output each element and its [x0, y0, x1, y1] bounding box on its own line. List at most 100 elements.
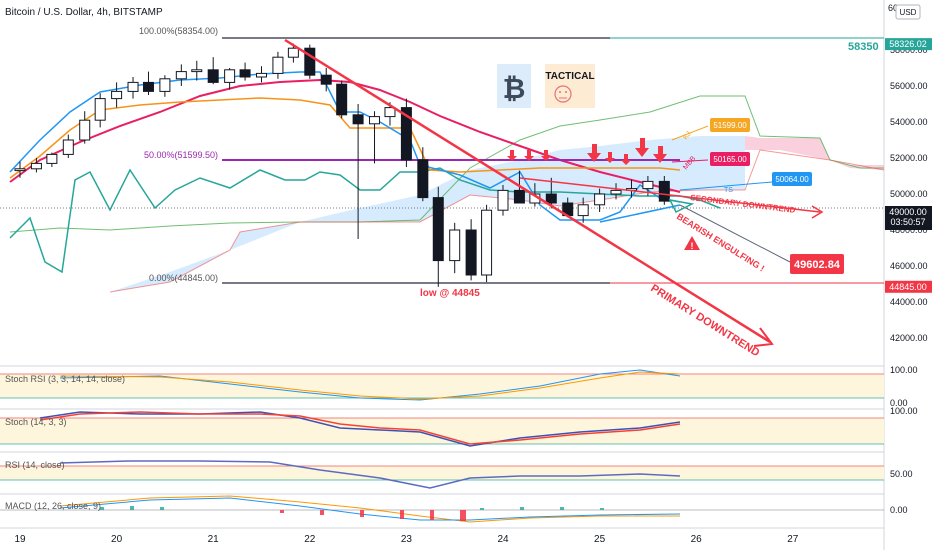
price-tick-label: 46000.00 — [890, 261, 928, 271]
stoch-tick-100: 100.00 — [890, 406, 918, 416]
candle — [142, 71, 154, 95]
time-tick-label: 26 — [691, 534, 703, 545]
engulfing-connector — [679, 204, 791, 263]
macd-tick-0: 0.00 — [890, 505, 908, 515]
candle — [352, 104, 364, 239]
price-tag-label: 49000.00 — [889, 207, 927, 217]
secondary-trend-line — [519, 177, 821, 213]
price-tick-label: 50000.00 — [890, 189, 928, 199]
candle — [577, 197, 589, 223]
rsi-pane: RSI (14, close) 50.00 — [5, 460, 913, 489]
fib-50-label: 50.00%(51599.50) — [144, 150, 218, 160]
warning-icon: ! — [684, 236, 700, 251]
candle — [658, 176, 670, 205]
candles — [14, 43, 670, 287]
rsi-tick-50: 50.00 — [890, 469, 913, 479]
candle — [465, 219, 477, 281]
candle — [272, 51, 284, 79]
low-label: low @ 44845 — [420, 288, 480, 299]
price-tick-label: 44000.00 — [890, 297, 928, 307]
time-axis: 19 20 21 22 23 24 25 26 27 — [14, 534, 798, 545]
candle — [94, 93, 106, 128]
tactical-label: TACTICAL — [545, 71, 594, 82]
time-tick-label: 20 — [111, 534, 123, 545]
candle — [239, 62, 251, 81]
stochrsi-label: Stoch RSI (3, 3, 14, 14, close) — [5, 374, 125, 384]
candle — [432, 186, 444, 287]
stoch-band — [0, 418, 884, 444]
fib-100-label: 100.00%(58354.00) — [139, 26, 218, 36]
candle — [545, 177, 557, 209]
candle — [481, 204, 493, 283]
price-tags: 58326.02 49000.00 44845.00 — [885, 38, 932, 293]
kijun-line — [9, 97, 681, 179]
fib-levels: 100.00%(58354.00) 50.00%(51599.50) 0.00%… — [0, 26, 884, 284]
time-tick-label: 23 — [401, 534, 413, 545]
candle — [417, 147, 429, 202]
indicator-lines — [9, 71, 721, 274]
price-tag: 49000.00 — [885, 206, 932, 230]
stochrsi-tick-100: 100.00 — [890, 365, 918, 375]
price-tag-label: 58326.02 — [889, 39, 927, 49]
callouts: 51599.00 50165.00 50064.00 49602.84 — [710, 118, 844, 274]
candle — [207, 57, 219, 85]
price-tag-label: 44845.00 — [889, 282, 927, 292]
currency-label: USD — [900, 8, 917, 17]
primary-trend-line — [284, 38, 771, 344]
callout-price: 49602.84 — [794, 259, 841, 271]
price-axis: 58000.0056000.0054000.0052000.0050000.00… — [890, 45, 928, 343]
fib-0-label: 0.00%(44845.00) — [149, 273, 218, 283]
stoch-pane: Stoch (14, 3, 3) 100.00 — [5, 406, 918, 447]
price-tick-label: 52000.00 — [890, 153, 928, 163]
candle — [287, 43, 299, 63]
stochrsi-tick-0: 0.00 — [890, 398, 908, 408]
candle — [449, 222, 461, 274]
candle — [14, 161, 26, 178]
stochrsi-band — [0, 374, 884, 398]
candle — [191, 60, 203, 81]
time-tick-label: 24 — [497, 534, 509, 545]
candle — [594, 188, 606, 212]
btc-logo: ₿ — [497, 64, 531, 108]
price-tag: 44845.00 — [885, 280, 932, 293]
time-tick-label: 21 — [208, 534, 220, 545]
tactical-badge: TACTICAL — [545, 64, 595, 108]
candle — [497, 185, 509, 216]
face-icon — [554, 85, 572, 103]
candle — [304, 44, 316, 79]
time-tick-label: 22 — [304, 534, 316, 545]
candle — [79, 111, 91, 144]
callout-mbb: 50165.00 — [713, 155, 747, 164]
kj-label: KJ — [682, 131, 693, 142]
candle — [224, 68, 236, 90]
candle — [369, 111, 381, 164]
candle — [256, 66, 267, 83]
macd-pane: MACD (12, 26, close, 9) 0.00 — [0, 495, 908, 523]
candle — [400, 98, 412, 167]
candle — [610, 183, 622, 200]
level-58350-label: 58350 — [848, 41, 879, 53]
candle — [127, 77, 139, 99]
currency-button[interactable]: USD — [895, 4, 921, 20]
candle — [62, 134, 74, 158]
candle — [159, 75, 171, 97]
svg-text:₿: ₿ — [503, 73, 526, 104]
callout-ts: 50064.00 — [775, 175, 809, 184]
chart-title: Bitcoin / U.S. Dollar, 4h, BITSTAMP — [5, 7, 163, 18]
price-tick-label: 56000.00 — [890, 81, 928, 91]
countdown: 03:50:57 — [890, 217, 925, 227]
candle — [175, 64, 187, 86]
chikou-span — [9, 167, 721, 274]
price-tick-label: 54000.00 — [890, 117, 928, 127]
rsi-label: RSI (14, close) — [5, 460, 65, 470]
stochrsi-pane: Stoch RSI (3, 3, 14, 14, close) 100.00 0… — [5, 365, 918, 408]
down-arrows — [507, 138, 667, 165]
candle — [320, 68, 332, 92]
primary-arrow-head — [753, 327, 774, 347]
time-tick-label: 27 — [787, 534, 799, 545]
candle — [46, 152, 58, 167]
svg-text:!: ! — [691, 241, 694, 251]
price-tick-label: 42000.00 — [890, 333, 928, 343]
stoch-label: Stoch (14, 3, 3) — [5, 417, 67, 427]
